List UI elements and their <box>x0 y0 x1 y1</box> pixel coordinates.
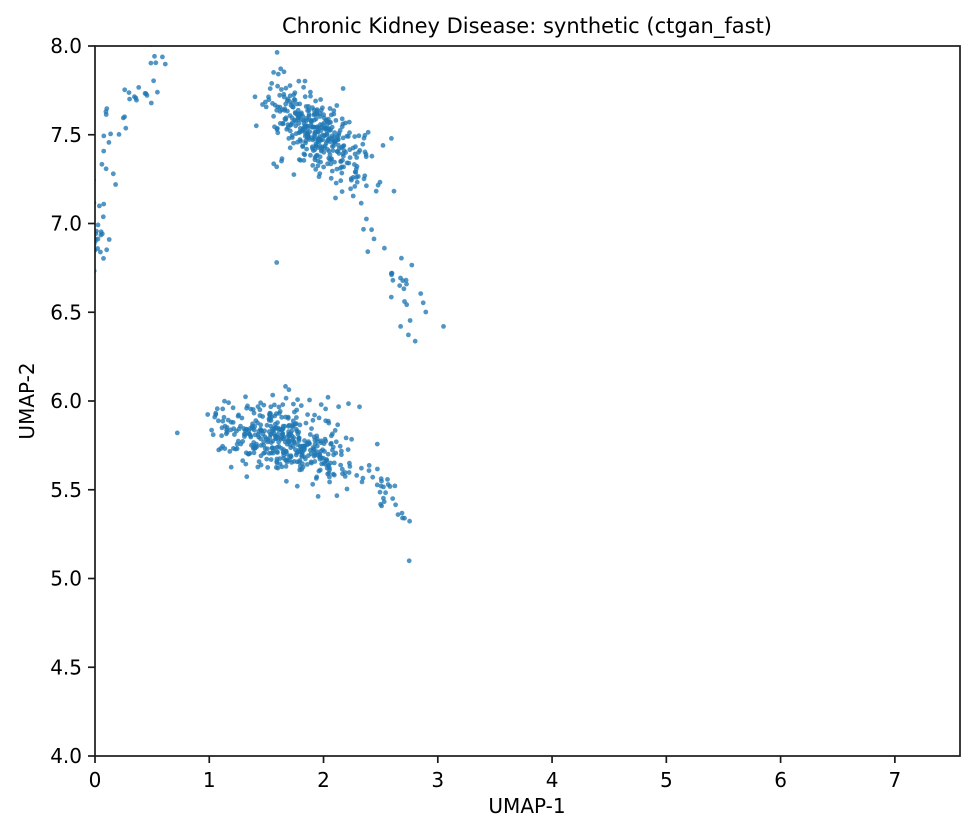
plot-area <box>95 46 960 756</box>
svg-text:8.0: 8.0 <box>50 34 82 58</box>
svg-text:7: 7 <box>889 768 902 792</box>
chart-title: Chronic Kidney Disease: synthetic (ctgan… <box>282 14 772 39</box>
svg-text:2: 2 <box>317 768 330 792</box>
scatter-points-layer <box>95 46 446 564</box>
svg-text:6: 6 <box>774 768 787 792</box>
svg-text:6.5: 6.5 <box>50 300 82 324</box>
svg-text:4.0: 4.0 <box>50 744 82 768</box>
svg-text:3: 3 <box>431 768 444 792</box>
svg-text:1: 1 <box>203 768 216 792</box>
svg-text:7.5: 7.5 <box>50 123 82 147</box>
svg-text:7.0: 7.0 <box>50 212 82 236</box>
svg-text:4: 4 <box>546 768 559 792</box>
y-axis-ticks: 4.0 4.5 5.0 5.5 6.0 6.5 7.0 7.5 8.0 <box>50 34 95 768</box>
svg-text:5: 5 <box>660 768 673 792</box>
y-axis-label: UMAP-2 <box>15 362 39 439</box>
svg-text:5.0: 5.0 <box>50 567 82 591</box>
svg-text:0: 0 <box>89 768 102 792</box>
x-axis-label: UMAP-1 <box>488 794 565 818</box>
svg-text:5.5: 5.5 <box>50 478 82 502</box>
x-axis-ticks: 0 1 2 3 4 5 6 7 <box>89 756 902 792</box>
svg-text:4.5: 4.5 <box>50 655 82 679</box>
svg-text:6.0: 6.0 <box>50 389 82 413</box>
